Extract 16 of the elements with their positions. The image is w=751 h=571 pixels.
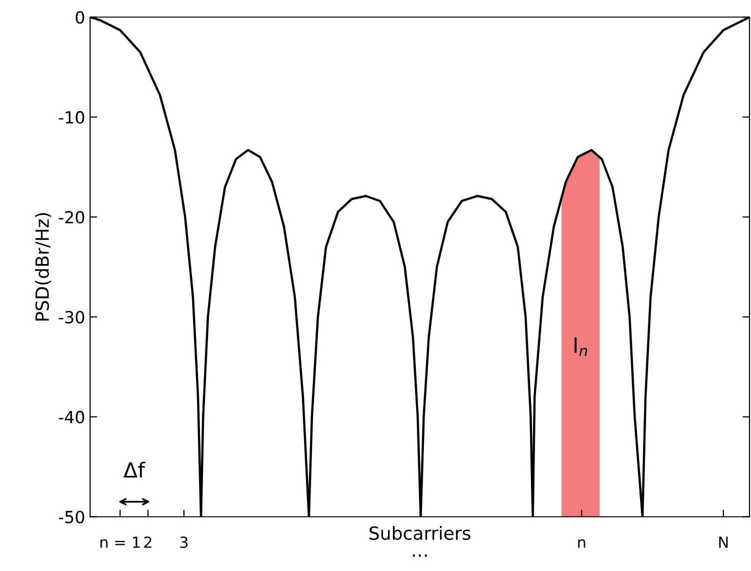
y-tick-label: -10 (58, 111, 84, 124)
y-axis-title: PSD(dBr/Hz) (35, 213, 52, 321)
y-tick-label: -50 (58, 510, 84, 524)
x-tick-label: 2 (144, 536, 152, 548)
x-tick-label: n (578, 539, 586, 548)
x-tick-label: 3 (180, 536, 188, 548)
y-tick-label: 0 (76, 11, 84, 24)
x-tick-label: n = 1 (100, 536, 140, 548)
y-tick-label: -20 (58, 210, 84, 224)
x-tick-label: N (719, 536, 728, 548)
text: … (412, 554, 427, 557)
band-label: I$_{n}$ (574, 337, 588, 356)
annotation: Δf (124, 462, 146, 478)
y-tick-label: -30 (58, 310, 84, 324)
y-tick-label: -40 (58, 410, 84, 424)
x-axis-title: Subcarriers (370, 526, 470, 540)
